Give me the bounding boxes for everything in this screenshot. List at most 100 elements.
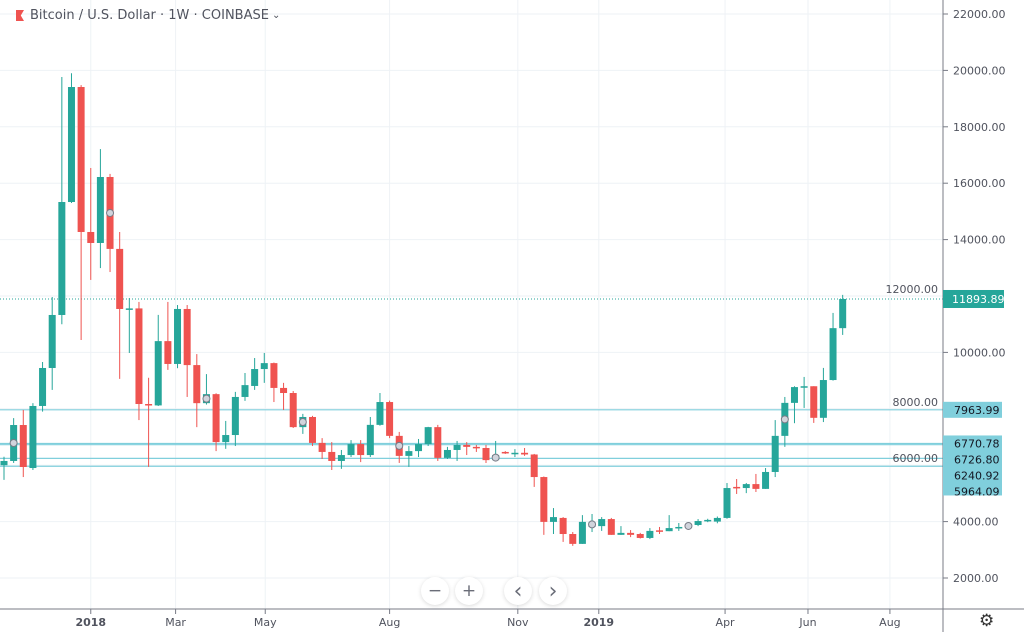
candle-down	[733, 486, 741, 489]
event-marker-icon	[9, 438, 18, 447]
flag-icon	[16, 10, 24, 21]
candle-up	[67, 87, 75, 203]
candle-down	[212, 394, 220, 443]
candle-down	[472, 446, 480, 449]
y-tick-label: 12000.00	[886, 283, 939, 296]
candle-up	[424, 427, 432, 445]
zoom-out-button[interactable]: −	[421, 577, 449, 605]
event-marker-icon	[491, 453, 500, 462]
candle-down	[559, 517, 567, 535]
candle-down	[501, 451, 509, 454]
grid	[0, 0, 943, 609]
x-tick-label: Aug	[379, 616, 400, 629]
candle-up	[96, 176, 104, 243]
y-tick-label: 14000.00	[953, 234, 1006, 247]
candle-down	[386, 402, 394, 436]
candle-up	[704, 519, 712, 522]
candle-up	[549, 517, 557, 522]
x-tick-label: Apr	[716, 616, 736, 629]
symbol-title: Bitcoin / U.S. Dollar · 1W · COINBASE	[30, 8, 269, 23]
price-level-label: 6726.80	[954, 453, 1000, 466]
candle-up	[646, 530, 654, 538]
candle-up	[376, 402, 384, 425]
candle-down	[540, 477, 548, 522]
candle-down	[308, 416, 316, 443]
candle-down	[810, 386, 818, 418]
candle-down	[280, 387, 288, 394]
candle-up	[839, 298, 847, 329]
candle-up	[251, 369, 259, 386]
candle-up	[174, 308, 182, 364]
y-tick-label: 20000.00	[953, 64, 1006, 77]
candle-up	[443, 449, 451, 458]
candle-down	[357, 444, 365, 456]
event-marker-icon	[588, 520, 597, 529]
price-axis[interactable]: 2000.00 4000.00 6000.00 8000.00 10000.00 1200…	[886, 8, 1006, 585]
candle-down	[183, 308, 191, 366]
candle-up	[723, 488, 731, 518]
candle-down	[270, 363, 278, 388]
x-tick-label: Nov	[507, 616, 529, 629]
chevron-down-icon[interactable]: ⌄	[271, 10, 281, 21]
candle-up	[366, 424, 374, 456]
event-marker-icon	[298, 418, 307, 427]
candle-up	[800, 386, 808, 388]
candle-up	[713, 517, 721, 522]
x-tick-label: Mar	[165, 616, 186, 629]
candle-down	[193, 365, 201, 404]
x-tick-label: Jun	[798, 616, 816, 629]
candle-down	[627, 532, 635, 535]
candle-down	[318, 442, 326, 452]
scroll-left-button[interactable]: ‹	[504, 577, 532, 605]
candle-up	[829, 328, 837, 381]
settings-gear-icon[interactable]: ⚙	[979, 611, 995, 631]
candle-up	[39, 367, 47, 406]
y-tick-label: 4000.00	[953, 516, 999, 529]
last-price-label: 11893.89	[952, 293, 1005, 306]
candle-up	[231, 396, 239, 436]
candle-down	[569, 534, 577, 544]
candle-down	[164, 341, 172, 364]
candle-down	[656, 530, 664, 532]
candle-up	[415, 444, 423, 452]
candle-up	[58, 202, 66, 315]
candle-up	[790, 387, 798, 403]
candle-up	[617, 532, 625, 535]
y-tick-label: 6000.00	[893, 452, 939, 465]
candle-up	[29, 405, 37, 469]
candle-down	[328, 451, 336, 461]
y-tick-label: 10000.00	[953, 346, 1006, 359]
symbol-legend[interactable]: Bitcoin / U.S. Dollar · 1W · COINBASE ⌄	[16, 8, 280, 23]
price-level-label-box	[943, 401, 1002, 418]
candle-down	[607, 519, 615, 535]
price-level-label: 5964.09	[954, 485, 1000, 498]
candle-down	[530, 454, 538, 478]
candle-down	[19, 425, 27, 468]
candle-down	[289, 393, 297, 428]
candle-up	[241, 385, 249, 397]
candle-down	[77, 87, 85, 232]
candle-up	[405, 451, 413, 456]
candle-up	[675, 526, 683, 529]
y-tick-label: 22000.00	[953, 8, 1006, 21]
candle-down	[87, 231, 95, 243]
x-tick-label: 2018	[75, 616, 106, 629]
candle-up	[48, 314, 56, 368]
candle-up	[742, 484, 750, 489]
candle-up	[0, 460, 8, 466]
candle-up	[222, 435, 230, 443]
price-levels	[0, 298, 943, 467]
scroll-right-button[interactable]: ›	[539, 577, 567, 605]
price-level-label: 6770.78	[954, 437, 1000, 450]
zoom-in-button[interactable]: +	[455, 577, 483, 605]
y-tick-label: 18000.00	[953, 121, 1006, 134]
price-level-label-box	[943, 435, 1002, 496]
x-tick-label: Aug	[879, 616, 900, 629]
candle-down	[116, 248, 124, 309]
candle-up	[337, 455, 345, 461]
time-axis[interactable]: 2018 Mar May Aug Nov 2019 Apr Jun Aug	[75, 609, 901, 629]
x-tick-label: May	[254, 616, 277, 629]
candle-down	[482, 447, 490, 461]
event-marker-icon	[780, 415, 789, 424]
